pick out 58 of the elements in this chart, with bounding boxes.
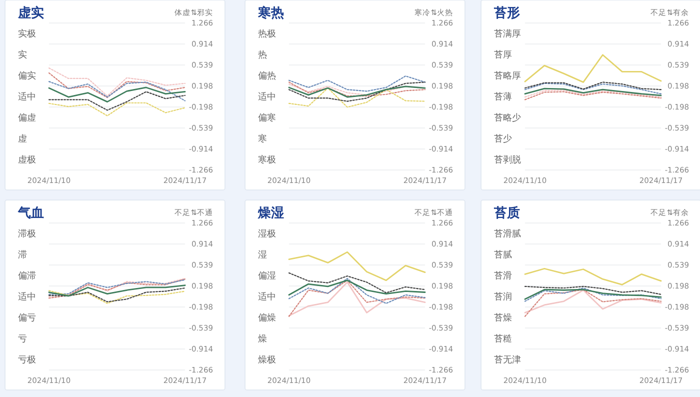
category-label: 适中 — [18, 92, 36, 103]
category-label: 湿 — [258, 250, 267, 261]
chart-title: 寒热 — [257, 5, 284, 21]
line-series — [288, 272, 426, 294]
category-label: 苔燥 — [494, 314, 512, 324]
category-label: 偏滞 — [18, 272, 36, 282]
category-label: 苔滑腻 — [494, 230, 521, 240]
category-label: 苔少 — [494, 134, 512, 145]
category-label: 苔略少 — [494, 114, 521, 124]
category-label: 寒 — [258, 134, 267, 145]
category-label: 苔润 — [494, 292, 512, 303]
category-label: 热极 — [258, 30, 276, 40]
category-label: 偏虚 — [18, 114, 36, 124]
category-label: 适中 — [18, 292, 36, 303]
category-label: 偏寒 — [258, 114, 276, 124]
category-label: 湿极 — [258, 230, 276, 240]
category-label: 苔无津 — [494, 356, 521, 366]
line-series — [524, 54, 662, 83]
line-series — [48, 102, 186, 116]
category-label: 热 — [258, 50, 267, 61]
category-label: 适中 — [258, 292, 276, 303]
line-series — [288, 280, 426, 296]
category-label: 偏燥 — [258, 314, 276, 324]
chart-title: 燥湿 — [257, 206, 284, 221]
category-label: 苔略厚 — [494, 72, 521, 82]
category-label: 苔腻 — [494, 250, 512, 261]
category-label: 偏湿 — [258, 272, 276, 282]
category-label: 苔薄 — [494, 92, 512, 103]
line-series — [288, 75, 426, 92]
chart-title: 苔形 — [493, 6, 520, 21]
category-label: 苔厚 — [494, 50, 512, 61]
category-label: 苔滑 — [494, 272, 512, 282]
category-label: 燥极 — [258, 356, 276, 366]
line-series — [48, 72, 186, 98]
category-label: 滞极 — [18, 230, 36, 240]
category-label: 偏实 — [18, 72, 36, 82]
category-label: 虚 — [18, 134, 27, 145]
category-label: 亏 — [18, 334, 27, 345]
line-series — [524, 82, 662, 90]
line-series — [288, 278, 426, 304]
category-label: 滞 — [18, 250, 27, 261]
line-series — [288, 251, 426, 282]
category-label: 苔剥脱 — [494, 156, 521, 166]
chart-title: 气血 — [17, 206, 44, 221]
category-label: 苔满厚 — [494, 30, 521, 40]
category-label: 偏亏 — [18, 314, 36, 324]
category-label: 寒极 — [258, 156, 276, 166]
chart-title: 苔质 — [493, 205, 520, 221]
category-label: 实极 — [18, 30, 36, 40]
category-label: 适中 — [258, 92, 276, 103]
category-label: 虚极 — [18, 156, 36, 166]
category-label: 亏极 — [18, 356, 36, 366]
chart-title: 虚实 — [17, 5, 44, 21]
category-label: 燥 — [258, 334, 267, 345]
line-series — [48, 67, 186, 97]
category-label: 实 — [18, 50, 27, 61]
category-label: 偏热 — [258, 72, 276, 82]
category-label: 苔糙 — [494, 334, 512, 345]
